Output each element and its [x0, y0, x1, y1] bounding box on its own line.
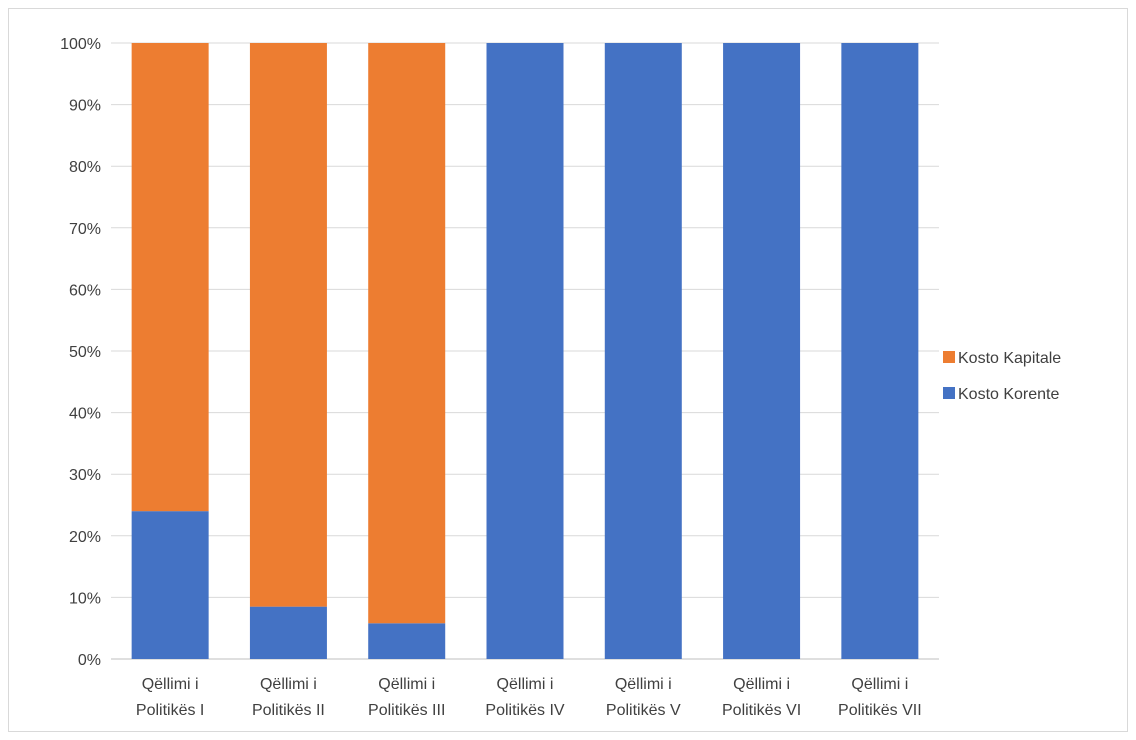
x-tick-label: Politikës VI: [722, 702, 801, 719]
legend-swatch: [943, 387, 955, 399]
bar-segment-kosto-korente: [486, 43, 564, 659]
x-tick-label: Politikës V: [606, 702, 681, 719]
x-tick-label: Qëllimi i: [142, 676, 199, 693]
y-tick-label: 80%: [69, 159, 101, 176]
x-tick-label: Politikës II: [252, 702, 325, 719]
y-tick-label: 60%: [69, 282, 101, 299]
y-tick-label: 100%: [60, 36, 101, 53]
y-tick-label: 40%: [69, 406, 101, 423]
x-tick-label: Politikës IV: [485, 702, 564, 719]
x-tick-label: Politikës VII: [838, 702, 922, 719]
bar-segment-kosto-korente: [131, 511, 209, 659]
chart-frame: 0% 10% 20% 30% 40% 50% 60% 70% 80% 90% 100% Qëllimi…: [8, 8, 1128, 732]
x-tick-label: Qëllimi i: [378, 676, 435, 693]
x-tick-label: Qëllimi i: [851, 676, 908, 693]
x-tick-label: Qëllimi i: [615, 676, 672, 693]
bar-segment-kosto-korente: [249, 606, 327, 659]
legend-swatch: [943, 351, 955, 363]
x-tick-label: Qëllimi i: [260, 676, 317, 693]
x-tick-label: Qëllimi i: [497, 676, 554, 693]
bar-segment-kosto-kapitale: [368, 43, 446, 624]
bar-segment-kosto-kapitale: [131, 43, 209, 512]
bar-segment-kosto-kapitale: [249, 43, 327, 607]
legend-label: Kosto Kapitale: [958, 350, 1061, 367]
stacked-bar-chart: 0% 10% 20% 30% 40% 50% 60% 70% 80% 90% 100% Qëllimi…: [60, 36, 1061, 719]
y-tick-label: 70%: [69, 221, 101, 238]
y-tick-label: 90%: [69, 98, 101, 115]
y-tick-label: 0%: [78, 652, 101, 669]
y-tick-label: 50%: [69, 344, 101, 361]
bar-segment-kosto-korente: [723, 43, 801, 659]
x-tick-label: Qëllimi i: [733, 676, 790, 693]
y-tick-label: 30%: [69, 467, 101, 484]
x-tick-label: Politikës III: [368, 702, 445, 719]
bar-segment-kosto-korente: [604, 43, 682, 659]
legend-label: Kosto Korente: [958, 386, 1060, 403]
y-tick-label: 10%: [69, 590, 101, 607]
bar-segment-kosto-korente: [841, 43, 919, 659]
y-tick-label: 20%: [69, 529, 101, 546]
bar-segment-kosto-korente: [368, 623, 446, 659]
x-tick-label: Politikës I: [136, 702, 204, 719]
